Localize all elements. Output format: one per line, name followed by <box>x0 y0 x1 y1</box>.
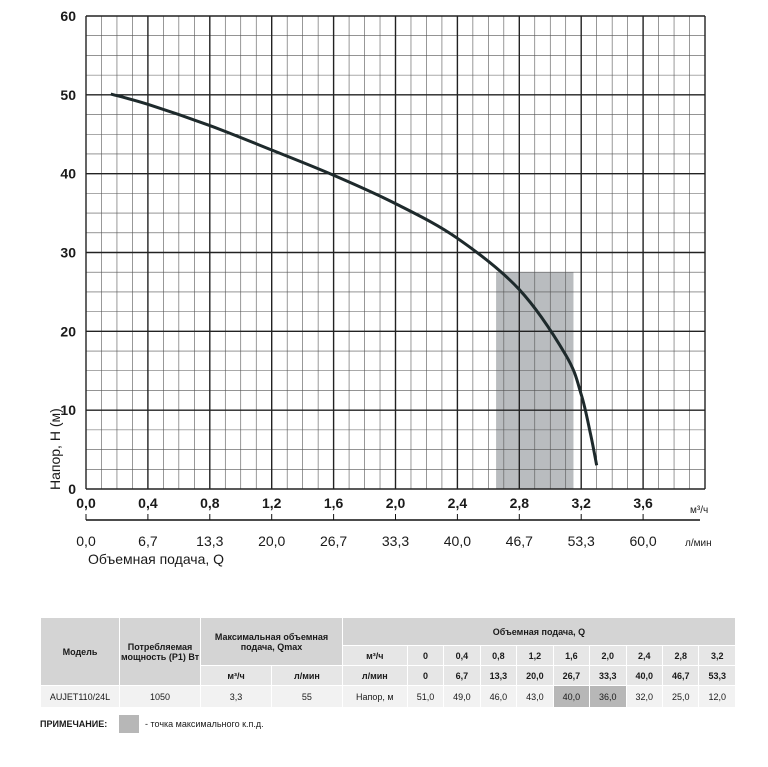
qmax-unit-m3: м³/ч <box>200 665 272 686</box>
x-tick-label: 3,2 <box>571 495 591 511</box>
qmax-l-cell: 55 <box>270 685 343 708</box>
flow-m3-cell: 2,4 <box>625 645 664 666</box>
x2-tick-label: 33,3 <box>382 533 409 549</box>
flow-l-cell: 46,7 <box>661 665 700 686</box>
qmax-m3-cell: 3,3 <box>200 685 272 708</box>
flow-l-cell: 33,3 <box>589 665 627 686</box>
y-tick-label: 50 <box>60 87 76 103</box>
x-tick-label: 0,8 <box>200 495 220 511</box>
x-tick-label: 1,2 <box>262 495 282 511</box>
flow-m3-cell: 1,6 <box>552 645 591 666</box>
x2-tick-label: 0,0 <box>76 533 96 549</box>
head-curve <box>110 92 599 466</box>
note-swatch <box>119 715 139 733</box>
y-axis-label: Напор, H (м) <box>47 408 63 490</box>
pump-curve-chart: 0 10 20 30 40 50 60 0,0 0,4 0,8 1,2 1,6 2,0 2,4 2,8 3,… <box>47 8 712 567</box>
head-label-cell: Напор, м <box>341 685 408 708</box>
flow-l-cell: 40,0 <box>625 665 664 686</box>
flow-l-cell: 53,3 <box>698 665 736 686</box>
header-power: Потребляемая мощность (P1) Вт <box>119 617 202 686</box>
head-cell: 32,0 <box>625 685 664 708</box>
x2-tick-labels: 0,0 6,7 13,3 20,0 26,7 33,3 40,0 46,7 53,3 60,0 <box>76 533 657 549</box>
header-qmax: Максимальная объемная подача, Qmax <box>200 617 343 666</box>
x2-tick-label: 26,7 <box>320 533 347 549</box>
note-label: ПРИМЕЧАНИЕ: <box>40 719 108 729</box>
model-cell: AUJET110/24L <box>39 685 121 708</box>
x-tick-label: 3,6 <box>633 495 653 511</box>
head-cell: 43,0 <box>516 685 554 708</box>
x-tick-labels: 0,0 0,4 0,8 1,2 1,6 2,0 2,4 2,8 3,2 3,6 <box>76 495 653 520</box>
power-cell: 1050 <box>119 685 202 708</box>
x-tick-label: 0,0 <box>76 495 96 511</box>
flow-unit-l: л/мин <box>341 665 408 686</box>
flow-l-cell: 0 <box>406 665 445 686</box>
flow-m3-cell: 3,2 <box>698 645 736 666</box>
x-tick-label: 1,6 <box>324 495 344 511</box>
y-tick-label: 0 <box>68 481 76 497</box>
flow-m3-cell: 0,4 <box>443 645 481 666</box>
flow-m3-cell: 2,8 <box>661 645 700 666</box>
grid-major <box>85 15 706 490</box>
y-tick-label: 20 <box>60 323 76 339</box>
flow-l-cell: 6,7 <box>443 665 481 686</box>
x2-tick-label: 13,3 <box>196 533 223 549</box>
x-axis-label: Объемная подача, Q <box>88 551 224 567</box>
header-model: Модель <box>39 617 121 686</box>
head-cell: 46,0 <box>479 685 518 708</box>
header-flow: Объемная подача, Q <box>341 617 737 646</box>
head-cell: 25,0 <box>661 685 700 708</box>
flow-m3-cell: 0 <box>406 645 445 666</box>
flow-m3-cell: 0,8 <box>479 645 518 666</box>
qmax-unit-l: л/мин <box>270 665 343 686</box>
x2-tick-label: 20,0 <box>258 533 285 549</box>
head-cell: 51,0 <box>406 685 445 708</box>
x-tick-label: 2,8 <box>510 495 530 511</box>
x2-tick-label: 40,0 <box>444 533 471 549</box>
spec-table: Модель Потребляемая мощность (P1) Вт Мак… <box>39 617 737 708</box>
y-tick-label: 60 <box>60 8 76 24</box>
flow-m3-cell: 1,2 <box>516 645 554 666</box>
y-tick-label: 30 <box>60 245 76 261</box>
head-cell: 12,0 <box>698 685 736 708</box>
y-tick-label: 40 <box>60 166 76 182</box>
note-text: - точка максимального к.п.д. <box>145 719 264 729</box>
flow-l-cell: 13,3 <box>479 665 518 686</box>
x-tick-label: 2,4 <box>448 495 468 511</box>
flow-l-cell: 20,0 <box>516 665 554 686</box>
x-unit-lmin: л/мин <box>685 538 712 549</box>
x-unit-m3: м³/ч <box>690 505 708 516</box>
head-cell: 36,0 <box>589 685 627 708</box>
flow-m3-cell: 2,0 <box>589 645 627 666</box>
flow-unit-m3: м³/ч <box>341 645 408 666</box>
y-tick-labels: 0 10 20 30 40 50 60 <box>60 8 76 497</box>
head-cell: 40,0 <box>552 685 591 708</box>
x2-tick-label: 6,7 <box>138 533 158 549</box>
x2-tick-label: 60,0 <box>629 533 656 549</box>
flow-l-cell: 26,7 <box>552 665 591 686</box>
y-tick-label: 10 <box>60 402 76 418</box>
x2-tick-label: 53,3 <box>568 533 595 549</box>
x-tick-label: 2,0 <box>386 495 406 511</box>
x-tick-label: 0,4 <box>138 495 158 511</box>
x2-tick-label: 46,7 <box>506 533 533 549</box>
head-cell: 49,0 <box>443 685 481 708</box>
